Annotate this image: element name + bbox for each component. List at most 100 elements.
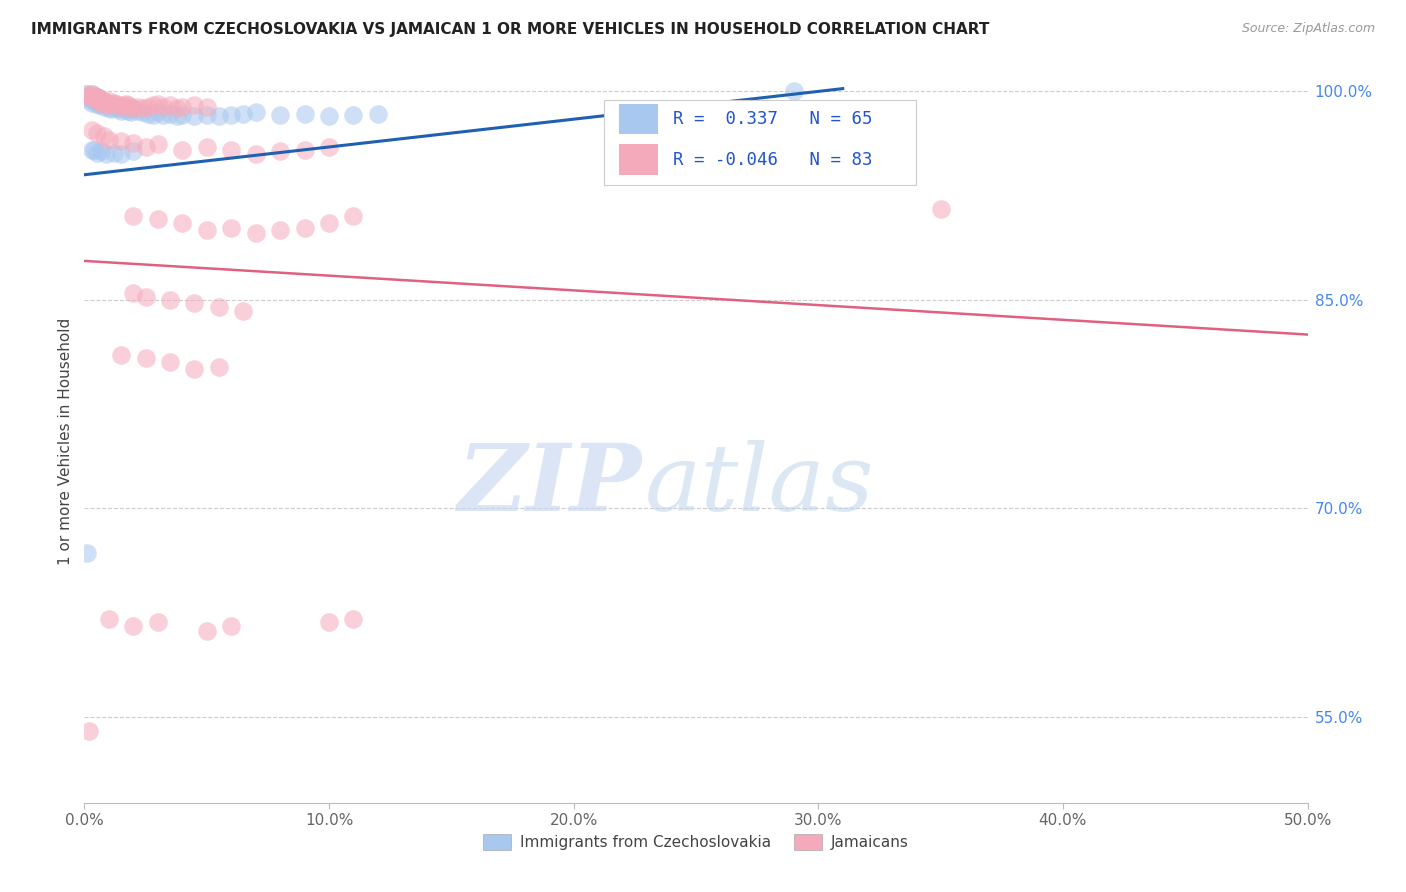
Point xyxy=(232,304,254,318)
Point xyxy=(117,103,139,118)
Point xyxy=(97,94,120,108)
Point xyxy=(86,90,108,104)
Point xyxy=(80,91,103,105)
Point xyxy=(172,108,194,122)
Point xyxy=(318,140,340,154)
Point xyxy=(166,109,188,123)
Point xyxy=(208,109,231,123)
Bar xyxy=(619,145,658,175)
Point xyxy=(77,90,100,104)
Point xyxy=(103,100,125,114)
Point xyxy=(90,144,112,158)
Point xyxy=(294,220,316,235)
Legend: Immigrants from Czechoslovakia, Jamaicans: Immigrants from Czechoslovakia, Jamaican… xyxy=(477,829,915,856)
Point xyxy=(77,93,100,107)
Point xyxy=(115,96,138,111)
Point xyxy=(146,615,169,630)
Point xyxy=(86,93,108,107)
Point xyxy=(86,90,108,104)
Point xyxy=(132,105,155,120)
Point xyxy=(269,223,291,237)
Point xyxy=(245,226,267,240)
Point xyxy=(93,94,115,108)
Point xyxy=(122,285,145,300)
Point xyxy=(80,87,103,102)
Point xyxy=(93,94,115,108)
Point xyxy=(87,98,110,112)
Point xyxy=(120,105,142,120)
Point xyxy=(86,145,108,160)
Point xyxy=(342,612,364,626)
Point xyxy=(93,100,115,114)
Point xyxy=(107,98,129,112)
Point xyxy=(135,351,157,366)
Point xyxy=(87,94,110,108)
Point xyxy=(135,290,157,304)
Point xyxy=(83,143,105,157)
Point xyxy=(86,93,108,107)
Point xyxy=(245,105,267,120)
Point xyxy=(318,109,340,123)
Point xyxy=(97,96,120,111)
Point xyxy=(97,612,120,626)
Point xyxy=(93,96,115,111)
Point xyxy=(146,212,169,227)
Point xyxy=(269,144,291,158)
Point xyxy=(117,98,139,112)
Point xyxy=(90,93,112,107)
Point xyxy=(110,103,132,118)
Point xyxy=(219,143,242,157)
Point xyxy=(115,103,138,117)
Point xyxy=(122,210,145,224)
Point xyxy=(107,103,129,117)
Point xyxy=(195,223,218,237)
Point xyxy=(146,137,169,152)
Point xyxy=(136,100,159,114)
Point xyxy=(122,101,145,115)
Point xyxy=(76,546,98,560)
Point xyxy=(90,93,112,107)
Point xyxy=(136,106,159,120)
Point xyxy=(122,619,145,633)
Point xyxy=(80,123,103,137)
Point xyxy=(929,202,952,217)
Point xyxy=(342,210,364,224)
Point xyxy=(183,362,205,376)
Point xyxy=(90,95,112,110)
Point xyxy=(183,295,205,310)
Point xyxy=(219,619,242,633)
Point xyxy=(80,90,103,104)
Text: IMMIGRANTS FROM CZECHOSLOVAKIA VS JAMAICAN 1 OR MORE VEHICLES IN HOUSEHOLD CORRE: IMMIGRANTS FROM CZECHOSLOVAKIA VS JAMAIC… xyxy=(31,22,990,37)
Point xyxy=(87,91,110,105)
Point xyxy=(80,143,103,157)
Point xyxy=(110,135,132,149)
Point xyxy=(76,87,98,102)
Text: atlas: atlas xyxy=(644,440,875,530)
Point xyxy=(120,100,142,114)
Point xyxy=(127,103,149,118)
Point xyxy=(208,300,231,314)
Point xyxy=(103,95,125,110)
Point xyxy=(105,96,128,111)
Point xyxy=(195,140,218,154)
Point xyxy=(146,105,169,120)
Point xyxy=(159,106,181,120)
Point xyxy=(80,87,103,102)
Point xyxy=(96,147,118,161)
Point xyxy=(100,98,122,112)
Text: R =  0.337   N = 65: R = 0.337 N = 65 xyxy=(672,110,872,128)
Text: Source: ZipAtlas.com: Source: ZipAtlas.com xyxy=(1241,22,1375,36)
Point xyxy=(83,88,105,103)
Point xyxy=(90,95,112,110)
Point xyxy=(93,96,115,111)
Point xyxy=(142,108,165,122)
Point xyxy=(112,101,135,115)
Point xyxy=(97,133,120,147)
Point xyxy=(122,136,145,150)
Point xyxy=(269,108,291,122)
Point xyxy=(146,96,169,111)
Point xyxy=(93,128,115,143)
Point xyxy=(100,96,122,111)
Point xyxy=(195,108,218,122)
Point xyxy=(294,106,316,120)
